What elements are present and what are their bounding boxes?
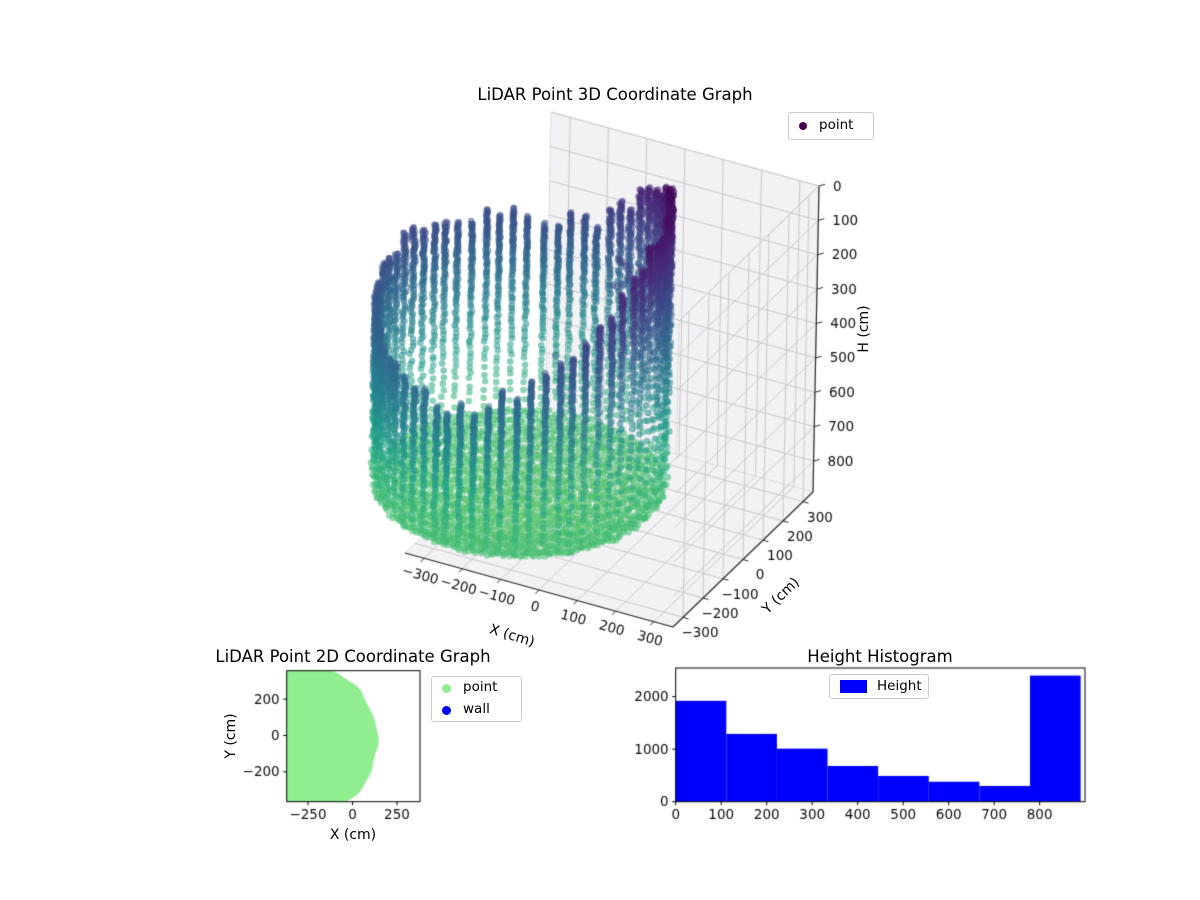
plot2d-legend-label-point: point xyxy=(463,679,498,696)
legend-marker-point-icon xyxy=(799,122,807,130)
hist-title: Height Histogram xyxy=(807,647,953,666)
plot2d-xaxis-label: X (cm) xyxy=(329,827,377,843)
plot3d-legend-label: point xyxy=(819,117,854,134)
plot2d-legend-row-wall: wall xyxy=(432,699,521,721)
hist-legend-label: Height xyxy=(877,677,922,694)
legend-swatch-height-icon xyxy=(840,680,867,693)
plot3d-title: LiDAR Point 3D Coordinate Graph xyxy=(477,85,753,104)
legend-marker-wall-icon xyxy=(442,705,451,715)
plot2d-legend-row-point: point xyxy=(432,677,521,699)
plot3d-zaxis-label: H (cm) xyxy=(856,305,872,353)
hist-legend: Height xyxy=(829,674,929,699)
plot2d-legend: point wall xyxy=(431,676,522,722)
plot2d-title: LiDAR Point 2D Coordinate Graph xyxy=(215,647,491,666)
legend-marker-point-icon xyxy=(442,683,451,693)
plot3d-legend-row: point xyxy=(789,115,873,137)
plot3d-legend: point xyxy=(788,112,874,140)
plot2d-legend-label-wall: wall xyxy=(463,701,490,718)
plot2d-yaxis-label: Y (cm) xyxy=(223,713,239,759)
hist-legend-row: Height xyxy=(830,676,928,698)
